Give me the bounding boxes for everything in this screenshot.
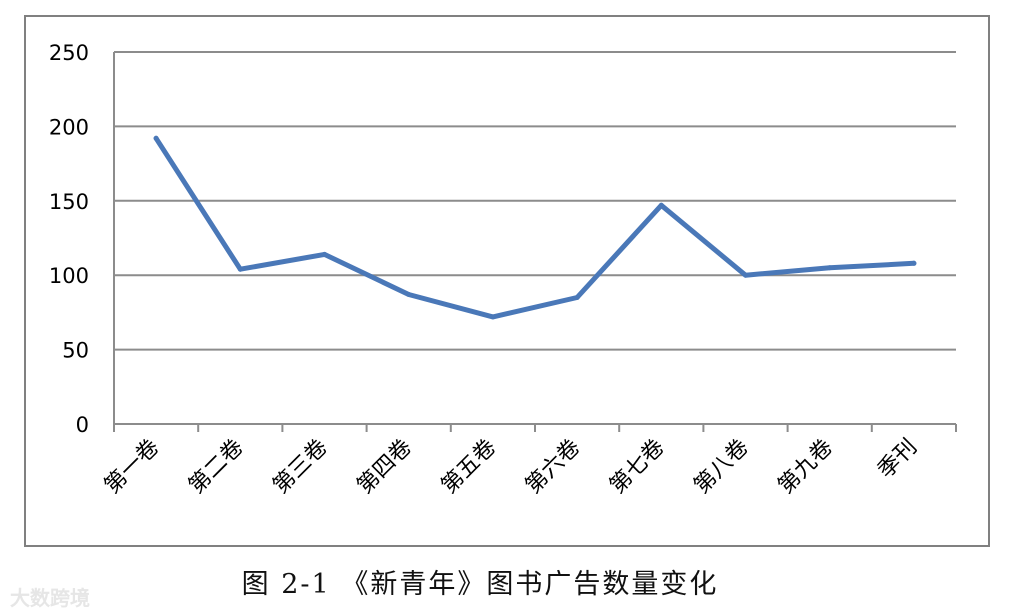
x-tick-label: 第六卷: [521, 435, 585, 499]
x-tick-label: 第九卷: [774, 435, 838, 499]
x-tick-label: 第三卷: [268, 435, 332, 499]
x-tick-label: 第四卷: [353, 435, 417, 499]
x-tick-label: 季刊: [873, 435, 922, 484]
x-tick-label: 第八卷: [689, 435, 753, 499]
data-point: [827, 265, 833, 271]
series-line: [153, 135, 917, 320]
x-tick-label: 第七卷: [605, 435, 669, 499]
data-point: [743, 272, 748, 278]
data-point: [153, 135, 159, 141]
data-point: [658, 202, 664, 208]
figure-caption: 图 2-1 《新青年》图书广告数量变化: [241, 569, 719, 600]
watermark: 大数跨境: [10, 586, 90, 610]
data-point: [490, 314, 496, 320]
chart-frame: [24, 15, 990, 547]
x-tick-label: 第五卷: [437, 435, 501, 499]
data-point: [406, 292, 412, 298]
y-tick-label: 50: [62, 339, 89, 363]
data-point: [911, 260, 917, 266]
data-point: [574, 295, 580, 301]
y-tick-label: 250: [49, 41, 89, 65]
y-tick-label: 100: [49, 264, 89, 288]
x-tick-label: 第二卷: [184, 435, 248, 499]
y-tick-label: 150: [49, 190, 89, 214]
y-tick-label: 200: [49, 115, 89, 139]
y-tick-label: 0: [76, 413, 89, 437]
data-point: [322, 251, 327, 257]
data-point: [237, 266, 243, 272]
line-chart: 0 50 100 150 200 250 第一卷 第二卷 第三卷 第四卷 第五卷 第六卷 第七卷 第八卷第…: [49, 41, 957, 499]
x-tick-label: 第一卷: [100, 435, 164, 499]
